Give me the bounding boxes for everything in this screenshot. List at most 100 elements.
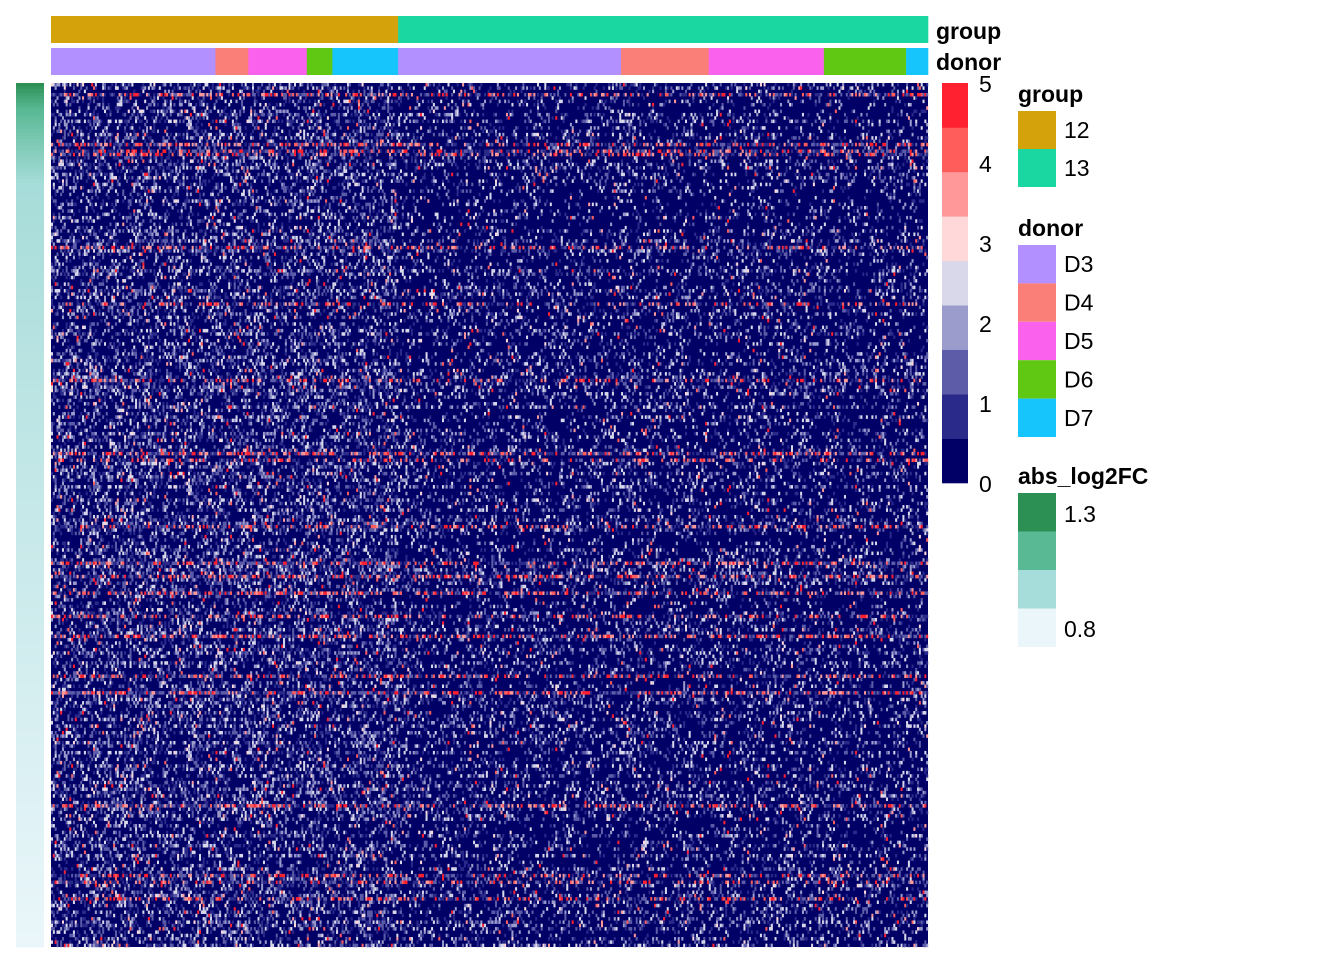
heatmap-cell [868, 93, 870, 97]
heatmap-cell [206, 83, 208, 87]
heatmap-cell [541, 93, 543, 97]
heatmap-cell [371, 93, 373, 97]
heatmap-cell [384, 93, 386, 97]
heatmap-cell [502, 93, 504, 97]
row-annotation-cell [16, 781, 44, 785]
row-annotation-cell [16, 571, 44, 575]
heatmap-cell [672, 90, 674, 94]
row-annotation-cell [16, 658, 44, 662]
heatmap-cell [493, 93, 495, 97]
row-annotation-cell [16, 272, 44, 276]
heatmap-cell [665, 93, 667, 97]
heatmap-cell [479, 86, 481, 90]
heatmap-cell [190, 93, 192, 97]
heatmap-cell [394, 93, 396, 97]
row-annotation-cell [16, 807, 44, 811]
heatmap-cell [879, 93, 881, 97]
heatmap-cell [859, 90, 861, 94]
row-annotation-cell [16, 143, 44, 147]
heatmap-cell [55, 86, 57, 90]
heatmap-cell [508, 93, 510, 97]
heatmap-cell [329, 90, 331, 94]
row-annotation-cell [16, 615, 44, 619]
heatmap-cell [161, 93, 163, 97]
row-annotation-cell [16, 136, 44, 140]
row-annotation-cell [16, 618, 44, 622]
heatmap-cell [714, 86, 716, 90]
row-annotation-cell [16, 279, 44, 283]
heatmap-cell [595, 83, 597, 87]
heatmap-cell [462, 83, 464, 87]
heatmap-cell [385, 90, 387, 94]
heatmap-cell [727, 86, 729, 90]
heatmap-cell [828, 86, 830, 90]
heatmap-cell [438, 83, 440, 87]
heatmap-cell [245, 83, 247, 87]
heatmap-cell [910, 93, 912, 97]
row-annotation-cell [16, 329, 44, 333]
row-annotation-cell [16, 392, 44, 396]
heatmap-cell [232, 93, 234, 97]
heatmap-cell [389, 93, 391, 97]
heatmap-cell [897, 83, 899, 87]
row-annotation-cell [16, 193, 44, 197]
row-annotation-cell [16, 139, 44, 143]
heatmap-cell [603, 93, 605, 97]
heatmap-cell [471, 83, 473, 87]
donor-segment-d4 [215, 48, 248, 75]
heatmap-cell [795, 93, 797, 97]
heatmap-cell [906, 86, 908, 90]
row-annotation-cell [16, 488, 44, 492]
heatmap-cell [332, 86, 334, 90]
heatmap-cell [119, 93, 121, 97]
heatmap-cell [73, 93, 75, 97]
row-annotation-cell [16, 791, 44, 795]
heatmap-cell [241, 93, 243, 97]
row-annotation-cell [16, 183, 44, 187]
row-annotation-cell [16, 422, 44, 426]
row-annotation-cell [16, 784, 44, 788]
heatmap-cell [363, 93, 365, 97]
row-annotation-cell [16, 694, 44, 698]
row-annotation-cell [16, 93, 44, 97]
heatmap-cell [616, 86, 618, 90]
heatmap-cell [241, 90, 243, 94]
heatmap-cell [906, 83, 908, 87]
heatmap-cell [634, 83, 636, 87]
heatmap-cell [305, 93, 307, 97]
row-annotation-cell [16, 286, 44, 290]
heatmap-cell [181, 93, 183, 97]
row-annotation-cell [16, 631, 44, 635]
heatmap-cell [784, 93, 786, 97]
row-annotation-cell [16, 542, 44, 546]
row-annotation-cell [16, 675, 44, 679]
row-annotation-cell [16, 445, 44, 449]
heatmap-cell [926, 83, 928, 87]
heatmap-cell [272, 86, 274, 90]
row-annotation-cell [16, 894, 44, 898]
heatmap-cell [347, 90, 349, 94]
heatmap-cell [754, 93, 756, 97]
heatmap-cell [665, 83, 667, 87]
heatmap-cell [553, 93, 555, 97]
donor-segment-d4 [621, 48, 709, 75]
heatmap-cell [197, 86, 199, 90]
row-annotation-cell [16, 472, 44, 476]
row-annotation-cell [16, 425, 44, 429]
heatmap-cell [608, 83, 610, 87]
heatmap-cell [745, 93, 747, 97]
heatmap-cell [120, 93, 122, 97]
heatmap-cell [579, 93, 581, 97]
heatmap-cell [639, 86, 641, 90]
heatmap-cell [864, 93, 866, 97]
heatmap-cell [283, 86, 285, 90]
row-annotation-cell [16, 266, 44, 270]
heatmap-cell [438, 93, 440, 97]
row-annotation-cell [16, 881, 44, 885]
heatmap-cell [217, 93, 219, 97]
heatmap-cell [723, 93, 725, 97]
heatmap-cell [720, 83, 722, 87]
heatmap-cell [595, 90, 597, 94]
row-annotation-cell [16, 126, 44, 130]
heatmap-cell [795, 83, 797, 87]
